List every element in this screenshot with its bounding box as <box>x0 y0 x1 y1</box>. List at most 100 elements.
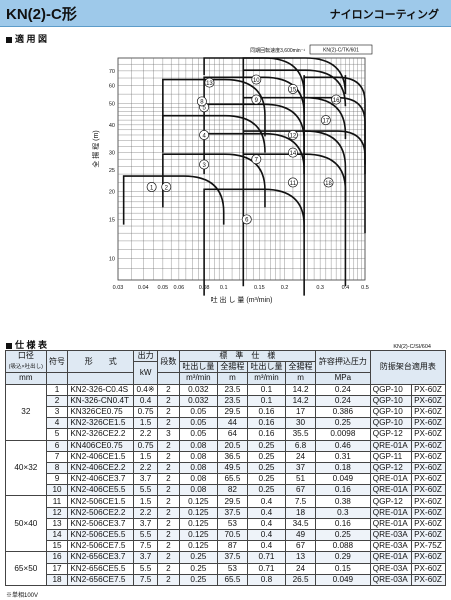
cell-p: 0.46 <box>315 439 371 452</box>
page-header: KN(2)-C形 ナイロンコーティング <box>0 0 451 27</box>
cell-st: 2 <box>157 473 180 486</box>
col-shutoff: 許容押込圧力 <box>315 349 371 374</box>
cell-q2: 0.25 <box>246 439 287 452</box>
cell-v1: QRE-03A <box>369 562 413 575</box>
cell-p: 0.049 <box>315 573 371 586</box>
bullet-square-icon <box>6 342 12 349</box>
cell-q1: 0.125 <box>178 517 218 531</box>
cell-p: 0.0098 <box>315 428 371 441</box>
cell-v1: QGP-11 <box>369 450 413 463</box>
col-symbol: 符号 <box>45 349 69 374</box>
cell-v1: QRE-01A <box>369 439 413 452</box>
col-stages: 段数 <box>157 349 180 374</box>
curve-number: 16 <box>333 98 340 104</box>
footnote: ※単相100V <box>6 593 39 599</box>
cell-h1: 23.5 <box>216 383 248 396</box>
cell-v1: QRE-01A <box>369 473 413 486</box>
cell-kw: 1.5 <box>133 495 159 508</box>
cell-h2: 37 <box>285 461 317 475</box>
col-bore: 口径 (吸込×吐出し) <box>5 349 47 374</box>
cell-q1: 0.08 <box>178 484 218 497</box>
output-unit: kW <box>133 361 159 385</box>
cell-kw: 2.2 <box>133 428 159 441</box>
model-blank <box>67 372 135 385</box>
cell-h1: 49.5 <box>216 461 248 475</box>
cell-q1: 0.25 <box>178 551 218 564</box>
cell-n: 9 <box>45 473 69 486</box>
cell-st: 2 <box>157 394 180 407</box>
cell-n: 4 <box>45 417 69 430</box>
cell-p: 0.386 <box>315 405 371 419</box>
cell-h1: 37.5 <box>216 551 248 564</box>
cell-kw: 1.5 <box>133 417 159 430</box>
cell-n: 3 <box>45 405 69 419</box>
cell-model: KN2-656CE7.5 <box>67 573 135 586</box>
cell-n: 6 <box>45 439 69 452</box>
symbol-blank <box>45 372 69 385</box>
cell-model: KN2-506CE3.7 <box>67 517 135 531</box>
model-title: KN(2)-C形 <box>6 6 77 23</box>
table-row: 50×40 11 KN2-506CE1.5 1.5 2 0.125 29.5 0.4 7.5 0.… <box>5 495 446 553</box>
cell-model: KN2-406CE2.2 <box>67 461 135 475</box>
cell-h1: 64 <box>216 428 248 441</box>
cell-p: 0.25 <box>315 528 371 542</box>
cell-p: 0.15 <box>315 562 371 575</box>
cell-v1: QRE-01A <box>369 506 413 519</box>
table-row: 2 KN-326-CN0.4T 0.4 2 0.032 23.5 0.1 14.2 0.24 QG… <box>6 394 446 407</box>
curve-number: 2 <box>165 185 169 191</box>
cell-n: 10 <box>45 484 69 497</box>
x-tick-label: 0.03 <box>113 285 124 291</box>
cell-h1: 53 <box>216 562 248 575</box>
cell-q2: 0.71 <box>246 562 287 575</box>
flow-header-2: 吐出し量 <box>246 361 287 374</box>
curve-marker <box>161 182 172 192</box>
cell-v1: QGP-10 <box>369 394 413 407</box>
cell-p: 0.18 <box>315 461 371 475</box>
cell-model: KN2-406CE3.7 <box>67 473 135 486</box>
chart-code: KN(2)-C/TK/601 <box>323 48 359 54</box>
cell-q2: 0.8 <box>246 573 287 586</box>
cell-n: 17 <box>45 562 69 575</box>
cell-p: 0.24 <box>315 394 371 407</box>
cell-v1: QGP-12 <box>369 428 413 441</box>
cell-q2: 0.16 <box>246 405 287 419</box>
cell-kw: 5.5 <box>133 528 159 542</box>
cell-model: KN2-326CE2.2 <box>67 428 135 441</box>
cell-model: KN406CE0.75 <box>67 439 135 452</box>
cell-h2: 26.5 <box>285 573 317 586</box>
cell-q1: 0.125 <box>178 540 218 553</box>
x-tick-label: 0.04 <box>138 285 149 291</box>
col-vibration: 防振架台適用表 <box>369 350 447 385</box>
cell-kw: 2.2 <box>133 506 159 519</box>
cell-h1: 29.5 <box>216 495 248 508</box>
cell-p: 0.16 <box>315 484 371 497</box>
coating-label: ナイロンコーティング <box>329 9 439 21</box>
curve-number: 11 <box>290 181 297 187</box>
table-row: 32 1 KN2-326-C0.4S 0.4※ 2 0.032 23.5 0.1 14.2 0.2… <box>5 383 446 441</box>
cell-v2: PX-60Z <box>411 394 446 407</box>
cell-n: 8 <box>45 461 69 475</box>
cell-q1: 0.032 <box>178 383 218 396</box>
spec-section-title: 仕 様 表 <box>6 338 47 351</box>
cell-v2: PX-60Z <box>411 383 446 396</box>
cell-kw: 0.4 <box>133 394 159 407</box>
cell-v1: QGP-10 <box>369 405 413 419</box>
cell-q1: 0.08 <box>178 439 218 452</box>
table-row: 8 KN2-406CE2.2 2.2 2 0.08 49.5 0.25 37 0.18 QGP-1… <box>6 461 446 475</box>
cell-q2: 0.4 <box>246 517 287 531</box>
cell-st: 2 <box>157 495 180 508</box>
cell-model: KN2-406CE5.5 <box>67 484 135 497</box>
curve-number: 10 <box>253 78 260 84</box>
cell-n: 18 <box>45 573 69 586</box>
cell-v2: PX-60Z <box>411 473 446 486</box>
cell-n: 11 <box>45 495 69 508</box>
cell-kw: 2.2 <box>133 461 159 475</box>
cell-p: 0.049 <box>315 473 371 486</box>
cell-kw: 7.5 <box>133 540 159 553</box>
cell-st: 2 <box>157 517 180 531</box>
stages-blank <box>157 372 180 385</box>
bore-unit: mm <box>5 372 47 385</box>
cell-q2: 0.25 <box>246 473 287 486</box>
cell-v1: QGP-10 <box>369 417 413 430</box>
